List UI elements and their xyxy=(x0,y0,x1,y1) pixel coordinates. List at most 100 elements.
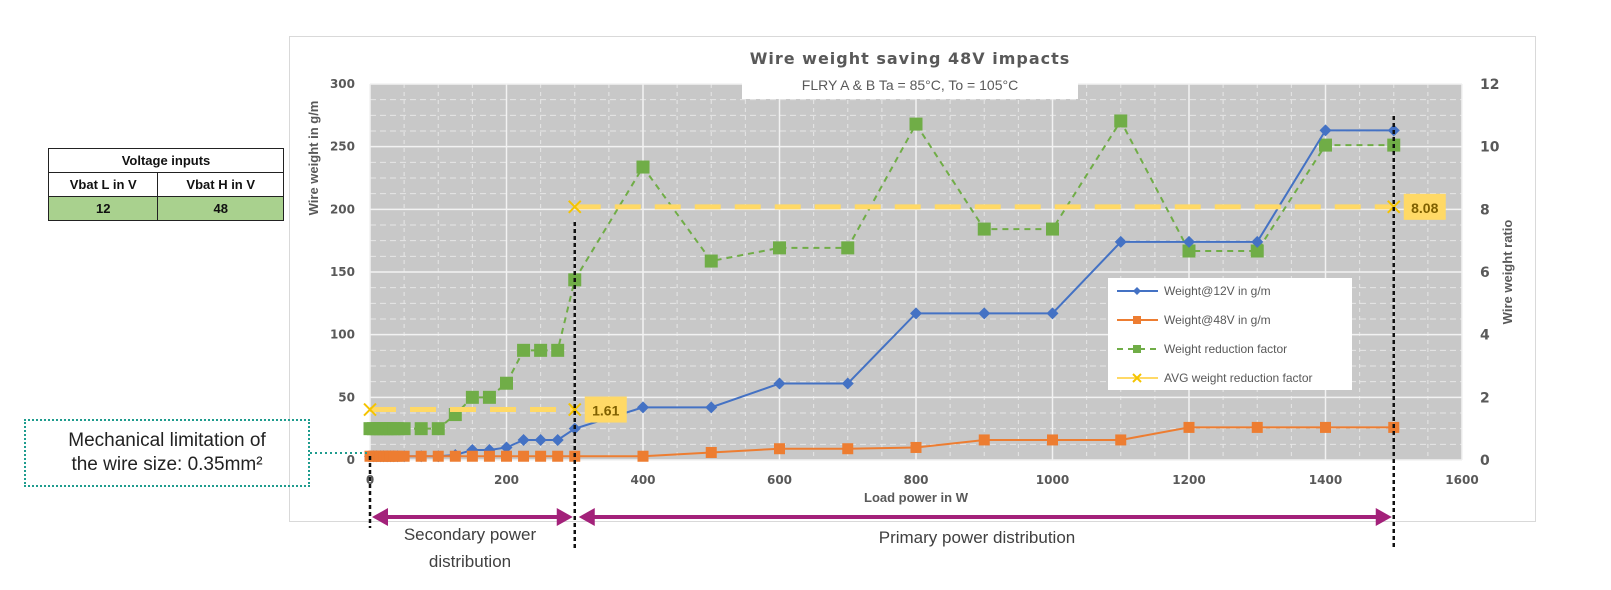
x-tick-label: 1600 xyxy=(1445,473,1478,487)
y2-tick-label: 0 xyxy=(1480,453,1490,469)
data-point xyxy=(501,450,512,462)
arrow-head-left xyxy=(372,508,388,526)
data-point xyxy=(449,450,461,462)
vbat-high-value[interactable]: 48 xyxy=(157,196,284,221)
data-point xyxy=(465,390,479,404)
data-point xyxy=(1115,434,1127,446)
data-point xyxy=(909,117,923,131)
data-point xyxy=(773,241,786,255)
avg-marker xyxy=(1387,200,1401,214)
data-point xyxy=(517,343,531,357)
y-tick-label: 200 xyxy=(330,202,355,216)
data-point xyxy=(1320,421,1331,433)
data-point xyxy=(1250,244,1264,258)
avg-label-box xyxy=(584,396,627,423)
data-point xyxy=(1251,235,1264,248)
y2-tick-label: 8 xyxy=(1480,202,1490,218)
data-point xyxy=(432,450,444,462)
y2-tick-label: 12 xyxy=(1480,77,1499,93)
x-tick-label: 400 xyxy=(630,473,655,487)
data-point xyxy=(1319,138,1332,152)
y2-tick-label: 6 xyxy=(1480,265,1490,281)
series-line xyxy=(370,118,1394,430)
data-point xyxy=(500,376,513,390)
data-point xyxy=(1251,421,1263,433)
avg-marker xyxy=(363,402,377,417)
vbat-high-header: Vbat H in V xyxy=(157,172,284,197)
data-point xyxy=(398,450,410,462)
data-point xyxy=(1114,114,1128,128)
mechanical-limitation-callout: Mechanical limitation of the wire size: … xyxy=(24,419,310,487)
data-point xyxy=(534,433,547,446)
data-point xyxy=(841,377,854,390)
legend-marker xyxy=(1132,373,1142,383)
data-point xyxy=(518,450,530,462)
data-point xyxy=(482,390,496,404)
data-point xyxy=(977,222,991,236)
data-point xyxy=(1319,124,1332,137)
secondary-region-label-1: Secondary power xyxy=(404,525,537,544)
series-reduction-factor xyxy=(363,114,1401,436)
avg-layer: 1.61 8.08 xyxy=(363,193,1446,423)
title-background xyxy=(742,44,1078,99)
left-axis-ticks: 0 50 100 150 200 250 300 xyxy=(330,77,355,467)
data-point xyxy=(534,343,548,357)
primary-region-label: Primary power distribution xyxy=(879,528,1076,547)
region-arrows xyxy=(372,508,1392,526)
avg-marker xyxy=(568,200,582,214)
data-point xyxy=(704,254,718,268)
legend-label: Weight reduction factor xyxy=(1164,342,1287,356)
data-point xyxy=(705,401,718,414)
x-tick-label: 1200 xyxy=(1172,473,1205,487)
y-tick-label: 250 xyxy=(330,140,355,154)
data-point xyxy=(910,307,922,320)
data-point xyxy=(391,450,403,462)
vbat-low-value[interactable]: 12 xyxy=(47,196,159,221)
data-point xyxy=(637,401,649,414)
legend-marker xyxy=(1133,316,1141,324)
data-point xyxy=(637,450,649,462)
data-point xyxy=(1046,222,1059,236)
data-point xyxy=(1046,307,1059,320)
data-point xyxy=(636,160,650,174)
data-point xyxy=(910,441,922,453)
data-point xyxy=(1114,235,1127,248)
legend-label: AVG weight reduction factor xyxy=(1164,371,1313,385)
legend: Weight@12V in g/m Weight@48V in g/m Weight… xyxy=(1108,278,1352,390)
data-point xyxy=(415,450,427,462)
data-point xyxy=(466,450,478,462)
data-point xyxy=(535,450,547,462)
x-axis-title: Load power in W xyxy=(864,490,969,505)
legend-box xyxy=(1108,278,1352,390)
y-tick-label: 50 xyxy=(338,390,355,404)
data-point xyxy=(500,441,513,454)
arrow-head-right xyxy=(1375,508,1392,526)
legend-label: Weight@12V in g/m xyxy=(1164,284,1271,298)
data-point xyxy=(431,422,445,436)
legend-marker xyxy=(1133,287,1141,295)
secondary-region-label-2: distribution xyxy=(429,552,511,571)
data-point xyxy=(978,434,990,446)
y-tick-label: 300 xyxy=(330,77,355,91)
y2-tick-label: 10 xyxy=(1480,140,1500,156)
avg-marker xyxy=(568,402,582,417)
data-point xyxy=(1183,235,1195,248)
data-point xyxy=(774,443,785,455)
data-point xyxy=(517,433,530,446)
chart-title: Wire weight saving 48V impacts xyxy=(750,49,1071,68)
y-tick-label: 100 xyxy=(330,328,355,342)
data-point xyxy=(551,433,564,446)
x-axis-ticks: 02004006008001000120014001600 xyxy=(366,473,1479,487)
data-point xyxy=(1182,244,1196,258)
data-point xyxy=(1183,421,1195,433)
y-axis-title: Wire weight in g/m xyxy=(306,101,321,216)
region-divider-lines xyxy=(368,116,1395,548)
avg-label: 8.08 xyxy=(1411,200,1438,216)
avg-label-box xyxy=(1403,193,1446,220)
x-tick-label: 1000 xyxy=(1036,473,1069,487)
series-layer xyxy=(363,114,1401,463)
data-point xyxy=(1047,434,1058,446)
y2-tick-label: 2 xyxy=(1480,390,1490,406)
data-point xyxy=(397,422,411,436)
